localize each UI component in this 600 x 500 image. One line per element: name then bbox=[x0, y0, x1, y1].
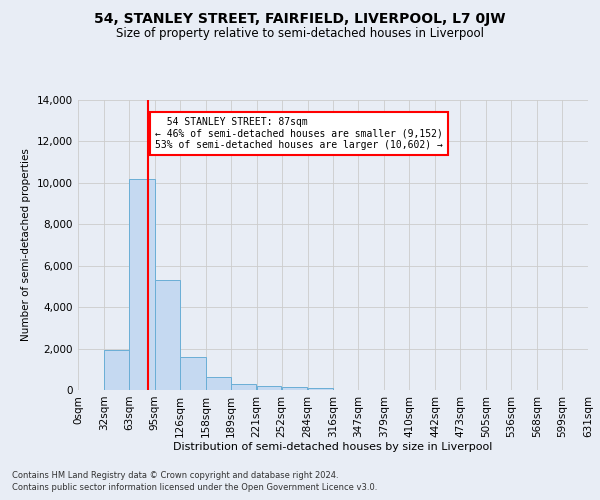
Y-axis label: Number of semi-detached properties: Number of semi-detached properties bbox=[22, 148, 31, 342]
Text: Contains public sector information licensed under the Open Government Licence v3: Contains public sector information licen… bbox=[12, 484, 377, 492]
Bar bbox=[231, 384, 256, 390]
Text: 54 STANLEY STREET: 87sqm
← 46% of semi-detached houses are smaller (9,152)
53% o: 54 STANLEY STREET: 87sqm ← 46% of semi-d… bbox=[155, 116, 443, 150]
Text: Distribution of semi-detached houses by size in Liverpool: Distribution of semi-detached houses by … bbox=[173, 442, 493, 452]
Bar bbox=[206, 377, 230, 390]
Bar bbox=[180, 358, 205, 390]
Text: Size of property relative to semi-detached houses in Liverpool: Size of property relative to semi-detach… bbox=[116, 28, 484, 40]
Bar bbox=[104, 350, 129, 390]
Text: Contains HM Land Registry data © Crown copyright and database right 2024.: Contains HM Land Registry data © Crown c… bbox=[12, 471, 338, 480]
Bar bbox=[155, 280, 179, 390]
Bar bbox=[257, 386, 281, 390]
Bar bbox=[129, 178, 155, 390]
Bar bbox=[282, 388, 307, 390]
Text: 54, STANLEY STREET, FAIRFIELD, LIVERPOOL, L7 0JW: 54, STANLEY STREET, FAIRFIELD, LIVERPOOL… bbox=[94, 12, 506, 26]
Bar bbox=[308, 388, 333, 390]
